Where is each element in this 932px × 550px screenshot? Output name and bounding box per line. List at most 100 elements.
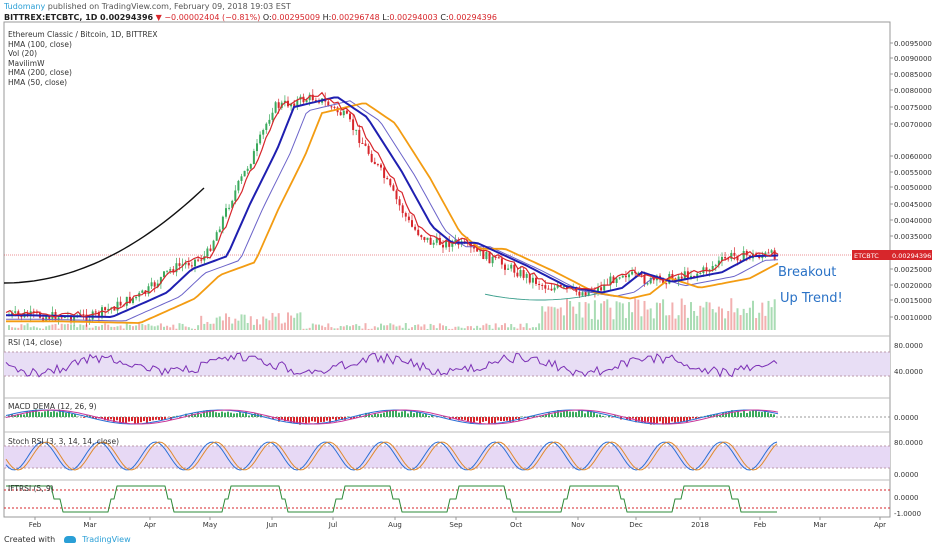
macd-histogram-bar — [389, 410, 391, 417]
volume-bar — [429, 323, 432, 330]
macd-histogram-bar — [230, 412, 232, 417]
volume-bar — [29, 327, 32, 330]
time-tick-label-14: Apr — [874, 521, 886, 529]
macd-histogram-bar — [674, 417, 676, 423]
macd-histogram-bar — [155, 417, 157, 420]
macd-histogram-bar — [482, 417, 484, 422]
macd-histogram-bar — [41, 412, 43, 417]
author-name[interactable]: Tudomany — [4, 2, 46, 11]
candle-body — [314, 100, 317, 102]
macd-histogram-bar — [134, 417, 136, 425]
macd-histogram-bar — [551, 414, 553, 417]
macd-histogram-bar — [347, 416, 349, 417]
volume-bar — [745, 313, 748, 330]
macd-histogram-bar — [320, 417, 322, 423]
volume-bar — [159, 323, 162, 330]
volume-bar — [256, 319, 258, 330]
volume-bar — [376, 327, 379, 330]
macd-histogram-bar — [713, 414, 715, 417]
macd-histogram-bar — [515, 417, 517, 420]
candle-body — [528, 274, 531, 283]
candle-body — [727, 258, 730, 260]
macd-histogram-bar — [494, 417, 496, 425]
macd-histogram-bar — [416, 411, 418, 417]
macd-histogram-bar — [164, 417, 166, 420]
macd-histogram-bar — [497, 417, 499, 421]
volume-bar — [94, 325, 97, 330]
legend-vol[interactable]: Vol (20) — [8, 49, 38, 59]
legend-mavilimw[interactable]: MavilimW — [8, 58, 45, 68]
volume-bar — [243, 314, 246, 330]
macd-pane-label[interactable]: MACD DEMA (12, 26, 9) — [8, 402, 97, 411]
candle-body — [82, 314, 85, 316]
stoch-pane-label[interactable]: Stoch RSI (3, 3, 14, 14, close) — [8, 437, 119, 446]
legend-hma200[interactable]: HMA (200, close) — [8, 68, 72, 78]
volume-bar — [91, 327, 94, 330]
volume-bar — [519, 323, 522, 330]
macd-histogram-bar — [209, 410, 211, 417]
candle-body — [14, 311, 17, 313]
macd-histogram-bar — [503, 417, 505, 422]
macd-histogram-bar — [755, 410, 757, 417]
macd-histogram-bar — [425, 413, 427, 417]
macd-histogram-bar — [317, 417, 319, 424]
candle-body — [184, 262, 187, 265]
volume-bar — [482, 325, 485, 330]
volume-bar — [395, 326, 398, 330]
open-value: 0.00295009 — [271, 13, 321, 22]
current-price: 0.00294396 — [99, 13, 154, 22]
volume-bar — [600, 303, 603, 330]
candle-body — [491, 256, 494, 264]
macd-histogram-bar — [404, 409, 406, 417]
volume-bar — [60, 323, 63, 330]
volume-bar — [500, 325, 503, 330]
candle-body — [442, 244, 444, 248]
macd-histogram-bar — [251, 414, 253, 417]
macd-histogram-bar — [173, 416, 175, 417]
cup-curve — [484, 293, 598, 301]
candle-body — [305, 100, 308, 103]
macd-histogram-bar — [449, 417, 451, 420]
macd-histogram-bar — [677, 417, 679, 422]
macd-histogram-bar — [767, 412, 769, 417]
volume-bar — [435, 328, 438, 330]
volume-bar — [274, 316, 277, 330]
candle-body — [333, 106, 336, 108]
volume-bar — [646, 309, 649, 330]
legend-hma50[interactable]: HMA (50, close) — [8, 77, 68, 87]
candle-body — [435, 237, 438, 243]
candle-body — [163, 271, 165, 278]
volume-bar — [711, 309, 714, 330]
rsi-pane-label[interactable]: RSI (14, close) — [8, 338, 63, 347]
volume-bar — [138, 323, 141, 330]
last-price-symbol: ETCBTC — [854, 252, 879, 260]
volume-bar — [23, 325, 26, 330]
tradingview-brand[interactable]: TradingView — [82, 535, 131, 544]
candle-body — [45, 316, 48, 321]
volume-bar — [200, 315, 203, 330]
iftrsi-pane-label[interactable]: IFTRSI (5, 9) — [8, 484, 54, 493]
candle-body — [693, 275, 696, 277]
volume-bar — [426, 328, 429, 330]
volume-bar — [761, 302, 764, 330]
volume-bar — [655, 302, 658, 330]
legend-hma100[interactable]: HMA (100, close) — [8, 39, 72, 49]
candle-body — [113, 307, 116, 311]
volume-bar — [562, 315, 565, 330]
legend-symbol[interactable]: Ethereum Classic / Bitcoin, 1D, BITTREX — [8, 30, 158, 39]
macd-histogram-bar — [560, 412, 562, 417]
candle-body — [451, 241, 454, 247]
volume-bar — [432, 325, 435, 330]
candle-body — [380, 164, 382, 168]
volume-bar — [367, 328, 370, 330]
candle-body — [212, 240, 215, 251]
hma200-line — [6, 102, 779, 324]
volume-bar — [445, 326, 448, 330]
candle-body — [119, 301, 122, 306]
price-tick-label-16: 0.00100000 — [894, 314, 932, 322]
